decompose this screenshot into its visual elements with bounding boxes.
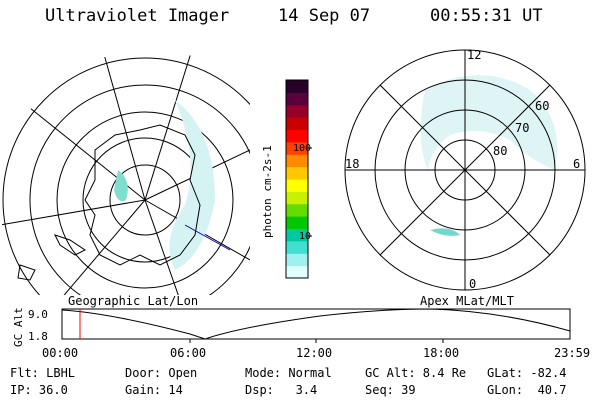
mlt-label-6: 6 [573,157,580,171]
colorbar-cell [286,228,308,242]
ip-info: IP: 36.0 [10,383,68,397]
date-label: 14 Sep 07 [278,6,371,26]
timeline-tick-0600: 06:00 [170,346,206,360]
colorbar-cell [286,117,308,130]
meridian [99,50,146,201]
timeline-tick-1800: 18:00 [423,346,459,360]
colorbar-cell [286,92,308,106]
mlt-diagonal [379,84,551,256]
colorbar-cell [286,80,308,93]
colorbar-cell [286,203,308,217]
colorbar-cell [286,129,308,143]
mlt-label-12: 12 [467,48,481,62]
colorbar: photon cm-2s-1 100 10 [261,79,312,279]
left-panel-caption: Geographic Lat/Lon [68,294,199,308]
dsp-info: Dsp: 3.4 [245,383,318,397]
colorbar-cell [286,104,308,118]
meridian [0,199,146,226]
coastline-fragment [54,234,86,256]
timeline-y-max: 9.0 [28,308,48,321]
colorbar-cell [286,166,308,180]
filter-info: Flt: LBHL [10,366,76,380]
aurora-spot [430,228,460,236]
mlat-label-70: 70 [515,121,529,135]
geographic-globe [0,50,250,295]
colorbar-cell [286,240,308,254]
coastline [84,124,201,266]
lat-circle-50 [29,84,250,295]
timeline-tick-0000: 00:00 [42,346,78,360]
colorbar-cell [286,216,308,229]
timeline-frame [61,308,571,340]
mlt-label-18: 18 [345,157,359,171]
gc-alt-info: GC Alt: 8.4 Re [365,366,467,380]
aurora-spot [114,170,128,202]
colorbar-cell [286,154,308,168]
coastline-fragment [17,264,36,281]
lat-circle-80 [109,164,181,236]
instrument-title: Ultraviolet Imager [45,6,230,26]
terminator-line [184,224,231,251]
orbit-timeline: GC Alt 9.0 1.8 00:00 06:00 12:00 18:00 2… [12,307,590,360]
gain-info: Gain: 14 [125,383,183,397]
door-info: Door: Open [125,366,198,380]
colorbar-cell [286,141,308,155]
aurora-oval-emission [420,75,558,170]
mlat-label-60: 60 [535,99,549,113]
colorbar-cell [286,179,308,192]
colorbar-cell [286,191,308,205]
time-label: 00:55:31 UT [430,6,543,26]
meridian [144,50,196,201]
lat-circle-60 [56,111,234,289]
colorbar-tick-10: 10 [299,231,311,242]
apex-polar-plot: 12 18 6 0 60 70 80 [344,48,586,291]
colorbar-cell [286,265,308,279]
mode-info: Mode: Normal [245,366,332,380]
timeline-y-min: 1.8 [28,330,48,343]
glat-info: GLat: -82.4 [487,366,567,380]
glon-info: GLon: 40.7 [487,383,567,397]
colorbar-scale [286,80,308,279]
timeline-tick-2359: 23:59 [554,346,590,360]
timeline-y-axis-label: GC Alt [12,307,25,347]
meridian [144,199,181,295]
altitude-curve [61,308,571,340]
lat-circle-40 [2,57,250,295]
mlt-label-0: 0 [469,277,476,291]
meridian [59,199,146,295]
colorbar-cell [286,253,308,267]
timeline-tick-1200: 12:00 [296,346,332,360]
colorbar-tick-100: 100 [293,143,311,154]
right-panel-caption: Apex MLat/MLT [420,294,514,308]
colorbar-unit-label: photon cm-2s-1 [261,145,274,238]
mlat-label-80: 80 [493,144,507,158]
seq-info: Seq: 39 [365,383,416,397]
